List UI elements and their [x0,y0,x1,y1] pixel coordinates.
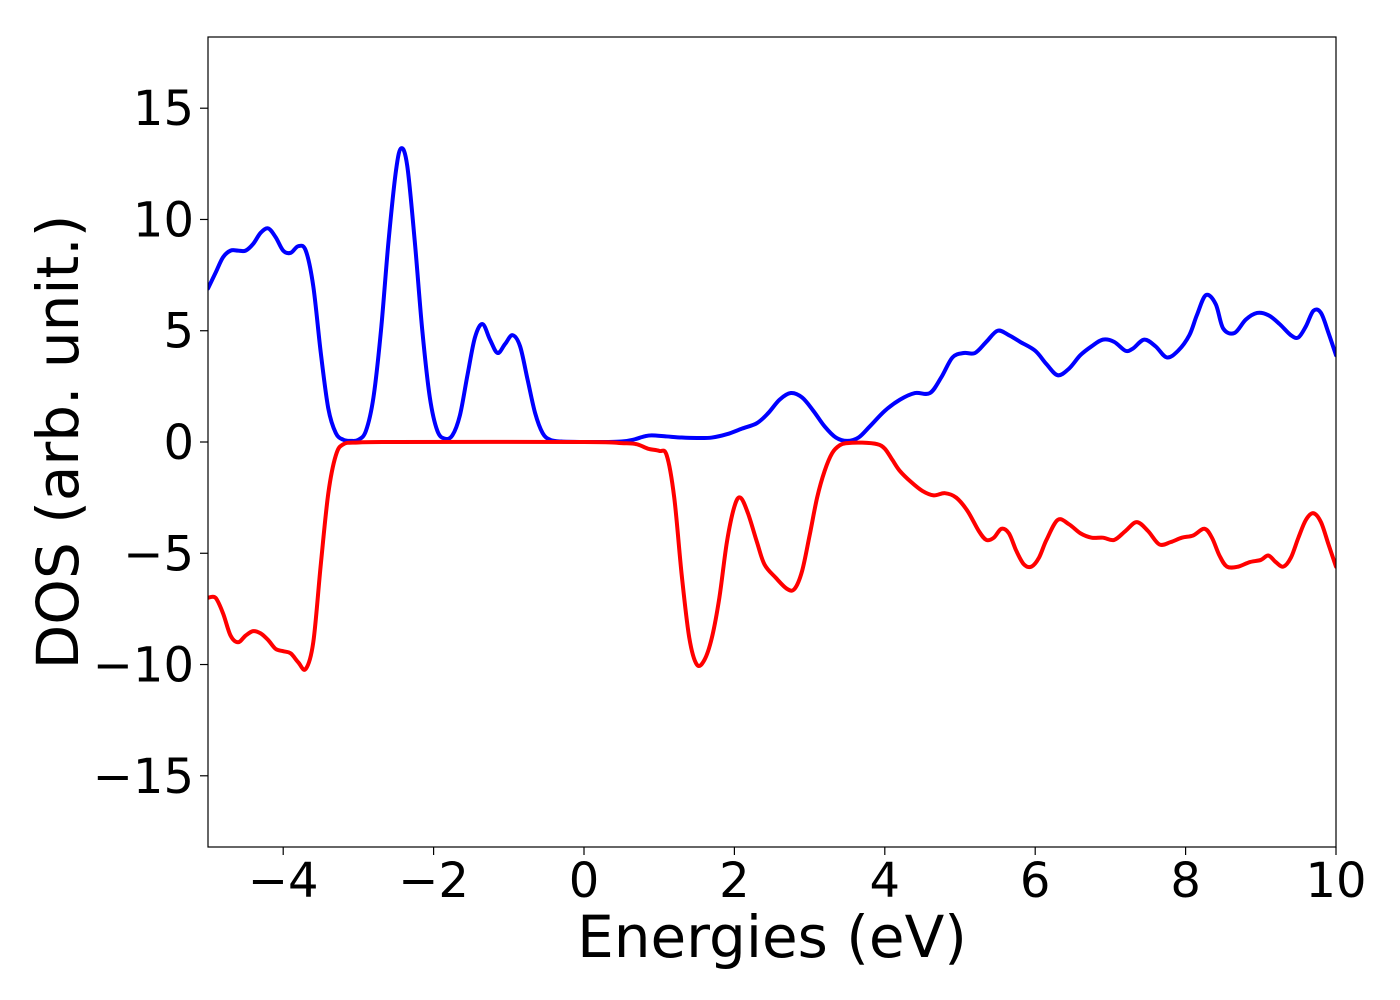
y-tick-label: 10 [133,192,194,248]
y-tick-label: −10 [93,638,194,694]
x-axis-label: Energies (eV) [577,903,967,971]
x-tick-label: 4 [870,853,901,909]
y-tick-label: −15 [93,749,194,805]
y-tick-label: −5 [123,526,194,582]
x-tick-label: 8 [1170,853,1201,909]
series-layer [208,146,1336,672]
y-tick-label: 0 [163,415,194,471]
x-tick-label: 2 [719,853,750,909]
y-tick-label: 5 [163,304,194,360]
series-line-2 [208,439,1336,672]
x-axis-ticks: −4 −2 0 2 4 6 8 10 [248,847,1367,909]
x-tick-label: 0 [569,853,600,909]
x-tick-label: −4 [248,853,319,909]
y-tick-label: 15 [133,81,194,137]
y-axis-label: DOS (arb. unit.) [24,215,92,670]
x-tick-label: 10 [1305,853,1366,909]
x-tick-label: 6 [1020,853,1051,909]
y-axis-ticks: −15 −10 −5 0 5 10 15 [93,81,208,805]
x-tick-label: −2 [398,853,469,909]
